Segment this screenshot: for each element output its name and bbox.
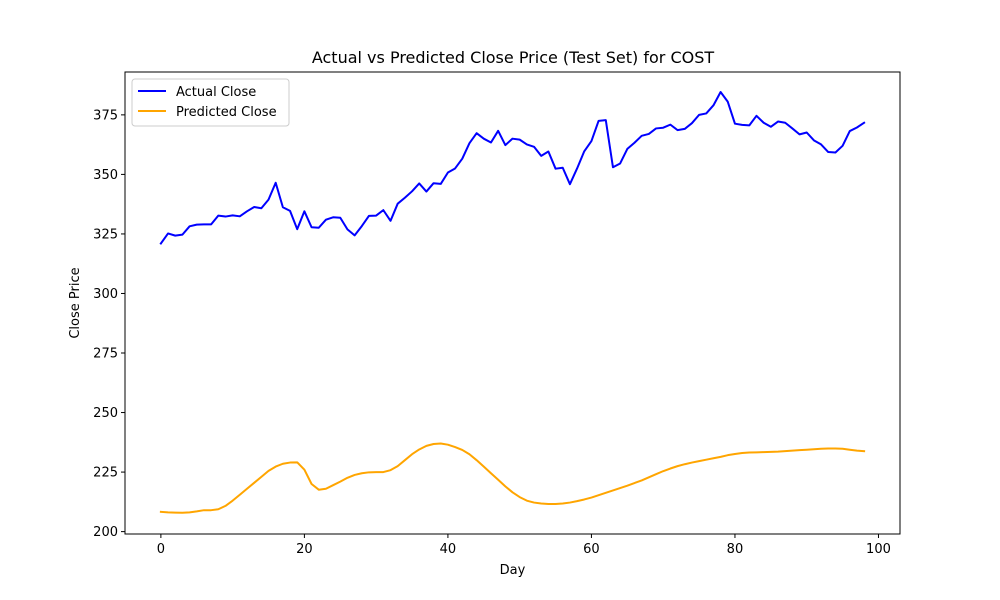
y-axis-label: Close Price [68, 267, 83, 338]
y-tick-label: 275 [93, 347, 118, 362]
legend-label-actual-close: Actual Close [176, 85, 256, 100]
x-tick-label: 80 [727, 542, 744, 557]
x-tick-label: 40 [440, 542, 457, 557]
legend-label-predicted-close: Predicted Close [176, 105, 277, 120]
series-line-predicted-close [159, 442, 866, 514]
x-tick-label: 20 [296, 542, 313, 557]
y-tick-label: 200 [93, 525, 118, 540]
legend-box [131, 78, 290, 127]
x-axis-label: Day [500, 563, 526, 578]
x-tick-label: 0 [157, 542, 165, 557]
y-tick-label: 350 [93, 168, 118, 183]
plot-area-frame [124, 71, 901, 535]
series-line-actual-close [159, 91, 866, 245]
series-layer [159, 91, 866, 514]
y-tick-label: 375 [93, 108, 118, 123]
y-axis: 200 225 250 275 300 325 350 375 [93, 108, 125, 540]
y-tick-label: 250 [93, 406, 118, 421]
x-tick-label: 100 [866, 542, 891, 557]
legend: Actual Close Predicted Close [131, 78, 290, 127]
x-axis: 0 20 40 60 80 100 [157, 534, 891, 557]
x-tick-label: 60 [583, 542, 600, 557]
y-tick-label: 325 [93, 227, 118, 242]
chart-title: Actual vs Predicted Close Price (Test Se… [312, 48, 715, 67]
y-tick-label: 300 [93, 287, 118, 302]
y-tick-label: 225 [93, 466, 118, 481]
